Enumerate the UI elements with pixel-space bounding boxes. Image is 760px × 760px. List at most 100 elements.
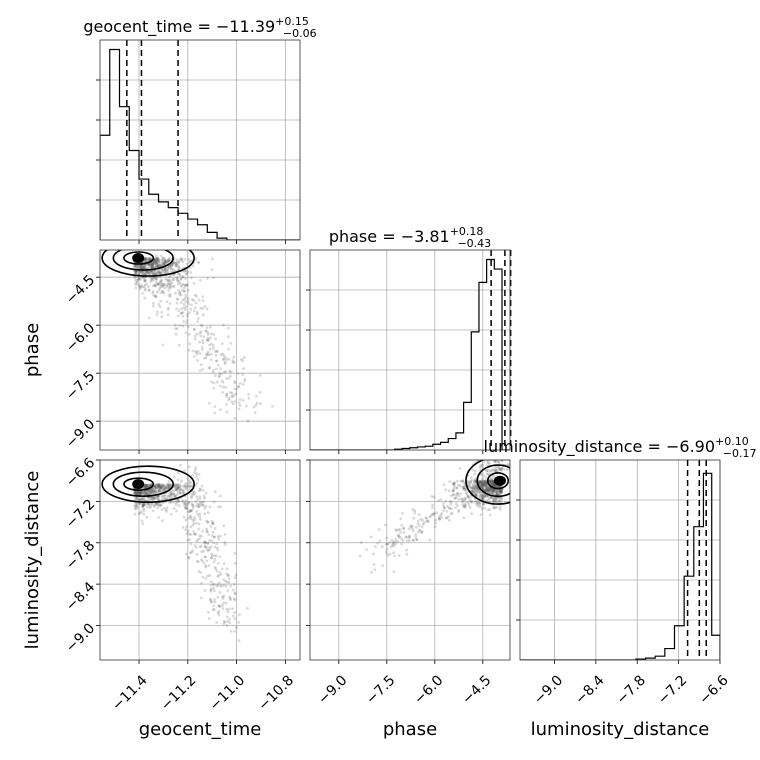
scatter-point bbox=[223, 360, 227, 364]
scatter-point bbox=[197, 298, 201, 302]
scatter-point bbox=[218, 570, 221, 574]
scatter-point bbox=[204, 505, 208, 508]
scatter-point bbox=[201, 295, 205, 299]
scatter-point bbox=[196, 478, 200, 481]
scatter-point bbox=[217, 581, 221, 585]
scatter-point bbox=[493, 484, 496, 487]
scatter-point bbox=[481, 486, 485, 490]
scatter-point bbox=[191, 549, 195, 552]
scatter-point bbox=[201, 575, 205, 579]
scatter-point bbox=[163, 260, 167, 263]
scatter-point bbox=[399, 517, 403, 521]
scatter-point bbox=[233, 598, 237, 602]
scatter-point bbox=[163, 268, 167, 272]
scatter-point bbox=[448, 506, 452, 510]
scatter-point bbox=[158, 305, 162, 309]
scatter-point bbox=[421, 522, 425, 526]
scatter-point bbox=[465, 492, 469, 496]
scatter-point bbox=[473, 472, 477, 476]
scatter-point bbox=[483, 494, 487, 498]
scatter-point bbox=[489, 490, 493, 494]
scatter-point bbox=[163, 286, 167, 290]
scatter-point bbox=[213, 598, 216, 601]
scatter-point bbox=[163, 271, 167, 275]
scatter-point bbox=[217, 574, 221, 577]
scatter-point bbox=[493, 468, 497, 471]
scatter-point bbox=[146, 258, 150, 262]
scatter-point bbox=[195, 510, 199, 513]
scatter-point bbox=[167, 485, 171, 489]
scatter-point bbox=[192, 492, 196, 496]
scatter-point bbox=[479, 481, 483, 485]
scatter-point bbox=[182, 491, 186, 495]
scatter-point bbox=[135, 504, 139, 507]
xtick-label-geocent_time-3: −10.8 bbox=[255, 672, 297, 714]
scatter-point bbox=[439, 513, 443, 517]
scatter-point bbox=[163, 268, 167, 272]
scatter-point bbox=[134, 490, 138, 494]
scatter-point bbox=[154, 261, 157, 265]
scatter-point bbox=[198, 501, 202, 505]
scatter-point bbox=[226, 589, 230, 593]
scatter-point bbox=[184, 482, 188, 485]
scatter-point bbox=[170, 264, 174, 268]
scatter-point bbox=[241, 359, 245, 363]
scatter-point bbox=[230, 400, 234, 404]
scatter-point bbox=[172, 284, 176, 288]
scatter-point bbox=[181, 499, 184, 503]
scatter-point bbox=[187, 258, 191, 261]
scatter-point bbox=[193, 518, 196, 522]
scatter-point bbox=[486, 472, 490, 476]
scatter-point bbox=[459, 492, 463, 496]
scatter-point bbox=[187, 532, 191, 536]
scatter-point bbox=[145, 491, 149, 495]
scatter-point bbox=[187, 302, 191, 305]
scatter-point bbox=[459, 479, 463, 483]
scatter-point bbox=[216, 535, 220, 539]
scatter-point bbox=[140, 283, 144, 287]
scatter-point bbox=[161, 290, 164, 293]
scatter-point bbox=[228, 595, 232, 599]
scatter-point bbox=[160, 485, 164, 489]
scatter-point bbox=[479, 505, 482, 509]
scatter-point bbox=[183, 502, 187, 506]
scatter-point bbox=[463, 496, 467, 500]
scatter-point bbox=[161, 483, 164, 486]
scatter-point bbox=[167, 480, 171, 483]
scatter-point bbox=[401, 539, 405, 543]
scatter-point bbox=[438, 517, 441, 521]
scatter-point bbox=[217, 604, 221, 608]
scatter-point bbox=[192, 532, 196, 536]
scatter-point bbox=[158, 264, 162, 267]
scatter-point bbox=[381, 564, 385, 568]
scatter-point bbox=[193, 306, 197, 310]
scatter-point bbox=[412, 516, 416, 520]
scatter-point bbox=[455, 486, 459, 490]
scatter-point bbox=[432, 495, 436, 499]
ytick-label-luminosity_distance-3: −7.2 bbox=[63, 496, 98, 531]
scatter-point bbox=[411, 524, 414, 528]
scatter-point bbox=[181, 314, 185, 318]
xtick-label-luminosity_distance-0: −9.0 bbox=[531, 672, 566, 707]
scatter-point bbox=[225, 393, 229, 396]
scatter-point bbox=[208, 574, 211, 577]
scatter-point bbox=[189, 542, 193, 546]
scatter-point bbox=[221, 357, 225, 361]
scatter-point bbox=[452, 481, 456, 485]
scatter-point bbox=[163, 262, 167, 266]
scatter-point bbox=[189, 533, 193, 536]
scatter-point bbox=[490, 478, 494, 482]
scatter-point bbox=[149, 491, 153, 495]
scatter-point bbox=[155, 483, 159, 486]
scatter-point bbox=[479, 494, 483, 497]
scatter-point bbox=[210, 539, 214, 543]
scatter-point bbox=[503, 456, 506, 459]
scatter-point bbox=[198, 505, 201, 509]
scatter-point bbox=[498, 489, 502, 493]
scatter-point bbox=[210, 342, 213, 346]
scatter-point bbox=[205, 545, 208, 549]
scatter-point bbox=[188, 538, 192, 541]
scatter-point bbox=[138, 265, 142, 269]
scatter-point bbox=[199, 571, 203, 575]
scatter-point bbox=[139, 492, 142, 496]
